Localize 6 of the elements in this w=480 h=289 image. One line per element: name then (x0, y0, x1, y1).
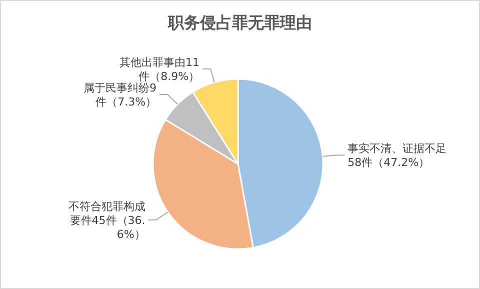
slice-label: 属于民事纠纷9件（7.3%） (84, 81, 157, 108)
data-label: 58件（47.2%） (348, 156, 430, 170)
slice-label: 其他出罪事由11件（8.9%） (120, 56, 200, 83)
slice-label: 事实不清、证据不足 (348, 142, 447, 156)
slice-label: 不符合犯罪构成要件45件（36.6%） (68, 200, 146, 241)
chart-title: 职务侵占罪无罪理由 (167, 13, 312, 32)
